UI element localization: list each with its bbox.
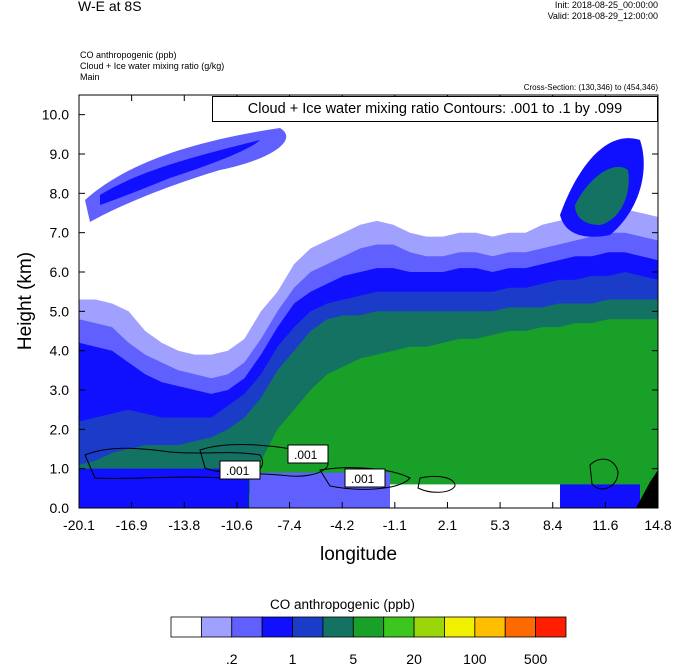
- x-tick-label: 11.6: [592, 517, 618, 533]
- colorbar-cell: [413, 616, 445, 638]
- contour-label-box: [219, 460, 261, 480]
- x-tick-label: 5.3: [490, 517, 510, 533]
- colorbar-cell: [383, 616, 415, 638]
- colorbar-label: 1: [289, 651, 297, 667]
- upper-co-plume-core: [100, 140, 260, 205]
- contour-label-box: [344, 468, 386, 488]
- y-tick-label: 8.0: [50, 185, 70, 201]
- contour-label: .001: [226, 464, 250, 478]
- colorbar-cell: [504, 616, 537, 638]
- x-tick-label: -20.1: [63, 517, 95, 533]
- colorbar-label: 500: [524, 651, 548, 667]
- x-tick-label: 8.4: [543, 517, 563, 533]
- y-tick-label: 2.0: [50, 421, 70, 437]
- surface-layer-white: [390, 484, 560, 508]
- x-tick-label: 14.8: [644, 517, 671, 533]
- band-green: [79, 319, 658, 508]
- y-tick-label: 5.0: [50, 303, 70, 319]
- x-axis-label: longitude: [320, 544, 398, 565]
- x-tick-label: -13.8: [168, 517, 200, 533]
- colorbar-cell: [231, 616, 263, 638]
- cloud-contour: [84, 447, 263, 479]
- colorbar-cell: [444, 616, 476, 638]
- field-description-co: CO anthropogenic (ppb): [80, 50, 177, 60]
- x-tick-label: -4.2: [330, 517, 354, 533]
- init-time: Init: 2018-08-25_00:00:00: [554, 0, 658, 10]
- plot-title: W-E at 8S: [78, 0, 142, 14]
- surface-layer-right: [560, 484, 640, 508]
- colorbar-cell: [170, 616, 202, 638]
- field-description-cloud: Cloud + Ice water mixing ratio (g/kg): [80, 61, 225, 71]
- contour-label-box: [287, 444, 329, 464]
- upper-right-plume-core: [575, 166, 629, 225]
- cross-section-label: Cross-Section: (130,346) to (454,346): [523, 83, 658, 92]
- y-axis-label: Height (km): [15, 251, 36, 351]
- colorbar-label: 20: [406, 651, 422, 667]
- colorbar-cell: [261, 616, 293, 638]
- x-tick-label: -1.1: [383, 517, 407, 533]
- contour-info-box: Cloud + Ice water mixing ratio Contours:…: [212, 96, 658, 122]
- x-tick-label: -16.9: [116, 517, 148, 533]
- y-tick-label: 9.0: [50, 146, 70, 162]
- colorbar-cell: [352, 616, 385, 638]
- colorbar-cell: [322, 616, 354, 638]
- cloud-contour: [589, 458, 619, 490]
- plot-frame: [78, 94, 659, 509]
- cloud-contour: [319, 467, 411, 490]
- colorbar-label: 100: [463, 651, 487, 667]
- valid-time: Valid: 2018-08-29_12:00:00: [547, 11, 658, 21]
- colorbar-cell: [200, 616, 233, 638]
- colorbar-title: CO anthropogenic (ppb): [270, 597, 415, 612]
- x-tick-label: -10.6: [221, 517, 253, 533]
- y-tick-label: 1.0: [50, 461, 70, 477]
- y-tick-label: 6.0: [50, 264, 70, 280]
- colorbar-cell: [292, 616, 324, 638]
- field-description-main: Main: [80, 72, 100, 82]
- x-tick-label: 2.1: [438, 517, 458, 533]
- contour-label: .001: [351, 472, 375, 486]
- colorbar-label: 5: [349, 651, 357, 667]
- contour-label: .001: [294, 448, 318, 462]
- colorbar-cell: [474, 616, 506, 638]
- y-tick-label: 10.0: [42, 107, 69, 123]
- y-tick-label: 7.0: [50, 225, 70, 241]
- cloud-contour: [417, 475, 456, 493]
- terrain: [636, 470, 658, 508]
- colorbar-cell: [535, 616, 567, 638]
- x-tick-label: -7.4: [277, 517, 301, 533]
- y-tick-label: 3.0: [50, 382, 70, 398]
- y-tick-label: 0.0: [50, 500, 70, 516]
- y-tick-label: 4.0: [50, 343, 70, 359]
- colorbar-label: .2: [226, 651, 238, 667]
